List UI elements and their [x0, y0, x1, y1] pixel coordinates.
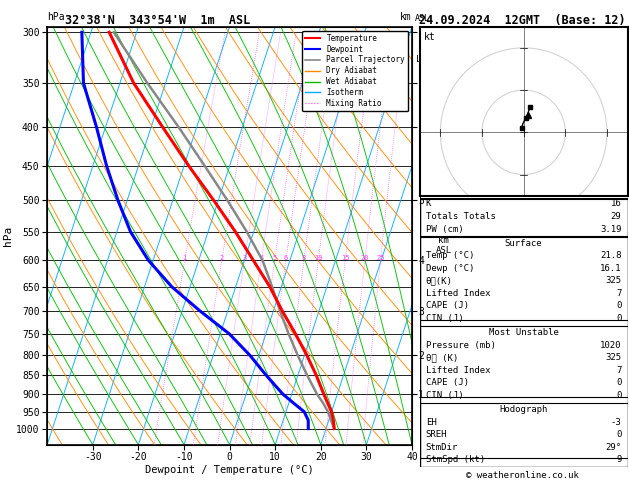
Bar — [420, 199, 628, 237]
Text: EH: EH — [426, 418, 437, 427]
Text: 325: 325 — [605, 277, 621, 285]
Text: 9: 9 — [616, 455, 621, 465]
Text: θᴇ(K): θᴇ(K) — [426, 277, 453, 285]
Text: 0: 0 — [616, 431, 621, 439]
Text: Totals Totals: Totals Totals — [426, 212, 496, 221]
Text: CIN (J): CIN (J) — [426, 314, 464, 323]
Text: LCL: LCL — [416, 55, 432, 64]
X-axis label: Dewpoint / Temperature (°C): Dewpoint / Temperature (°C) — [145, 465, 314, 475]
Text: 7: 7 — [616, 289, 621, 298]
Text: Temp (°C): Temp (°C) — [426, 251, 474, 260]
Bar — [420, 326, 628, 397]
Text: 32°38'N  343°54'W  1m  ASL: 32°38'N 343°54'W 1m ASL — [65, 14, 250, 27]
Text: 15: 15 — [341, 255, 350, 261]
Text: 16: 16 — [611, 199, 621, 208]
Bar — [420, 236, 628, 320]
Text: 29°: 29° — [605, 443, 621, 452]
Text: SREH: SREH — [426, 431, 447, 439]
Text: StmSpd (kt): StmSpd (kt) — [426, 455, 485, 465]
Text: Most Unstable: Most Unstable — [489, 329, 559, 337]
Text: 24.09.2024  12GMT  (Base: 12): 24.09.2024 12GMT (Base: 12) — [419, 14, 625, 27]
Text: PW (cm): PW (cm) — [426, 225, 464, 233]
Text: -3: -3 — [611, 418, 621, 427]
Text: K: K — [426, 199, 431, 208]
Text: Pressure (mb): Pressure (mb) — [426, 341, 496, 350]
Text: Dewp (°C): Dewp (°C) — [426, 264, 474, 273]
Text: CIN (J): CIN (J) — [426, 391, 464, 400]
Text: 2: 2 — [220, 255, 224, 261]
Text: 21.8: 21.8 — [600, 251, 621, 260]
Text: 0: 0 — [616, 379, 621, 387]
Text: StmDir: StmDir — [426, 443, 458, 452]
Text: km: km — [400, 12, 412, 22]
Text: 16.1: 16.1 — [600, 264, 621, 273]
Text: 25: 25 — [376, 255, 385, 261]
Text: CAPE (J): CAPE (J) — [426, 301, 469, 311]
Bar — [420, 403, 628, 458]
Text: CAPE (J): CAPE (J) — [426, 379, 469, 387]
Text: 0: 0 — [616, 391, 621, 400]
Legend: Temperature, Dewpoint, Parcel Trajectory, Dry Adiabat, Wet Adiabat, Isotherm, Mi: Temperature, Dewpoint, Parcel Trajectory… — [302, 31, 408, 111]
Y-axis label: km
ASL: km ASL — [435, 236, 452, 255]
Text: Lifted Index: Lifted Index — [426, 366, 490, 375]
Text: 29: 29 — [611, 212, 621, 221]
Text: 20: 20 — [360, 255, 369, 261]
Text: 1: 1 — [182, 255, 187, 261]
Text: 3: 3 — [242, 255, 247, 261]
Text: 3.19: 3.19 — [600, 225, 621, 233]
Text: θᴇ (K): θᴇ (K) — [426, 353, 458, 363]
Text: 4: 4 — [259, 255, 264, 261]
Y-axis label: hPa: hPa — [3, 226, 13, 246]
Text: hPa: hPa — [47, 12, 65, 22]
Text: 7: 7 — [616, 366, 621, 375]
Text: ASL: ASL — [415, 14, 430, 23]
Text: 325: 325 — [605, 353, 621, 363]
Text: © weatheronline.co.uk: © weatheronline.co.uk — [465, 471, 579, 480]
Text: kt: kt — [424, 32, 435, 42]
Text: Surface: Surface — [505, 239, 542, 248]
Text: 8: 8 — [302, 255, 306, 261]
Text: 10: 10 — [314, 255, 323, 261]
Text: Hodograph: Hodograph — [499, 405, 548, 415]
Text: 0: 0 — [616, 301, 621, 311]
Text: 1020: 1020 — [600, 341, 621, 350]
Text: 6: 6 — [284, 255, 288, 261]
Text: 0: 0 — [616, 314, 621, 323]
Text: Lifted Index: Lifted Index — [426, 289, 490, 298]
Text: 5: 5 — [272, 255, 277, 261]
